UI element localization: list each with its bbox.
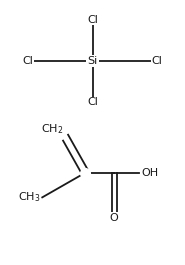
Text: CH$_2$: CH$_2$ (41, 123, 64, 136)
Text: Cl: Cl (22, 56, 33, 66)
Text: Cl: Cl (87, 98, 98, 108)
Text: O: O (110, 213, 118, 223)
Text: Cl: Cl (152, 56, 163, 66)
Text: CH$_3$: CH$_3$ (18, 191, 41, 204)
Text: OH: OH (141, 168, 158, 178)
Text: Cl: Cl (87, 15, 98, 25)
Text: Si: Si (87, 56, 98, 66)
